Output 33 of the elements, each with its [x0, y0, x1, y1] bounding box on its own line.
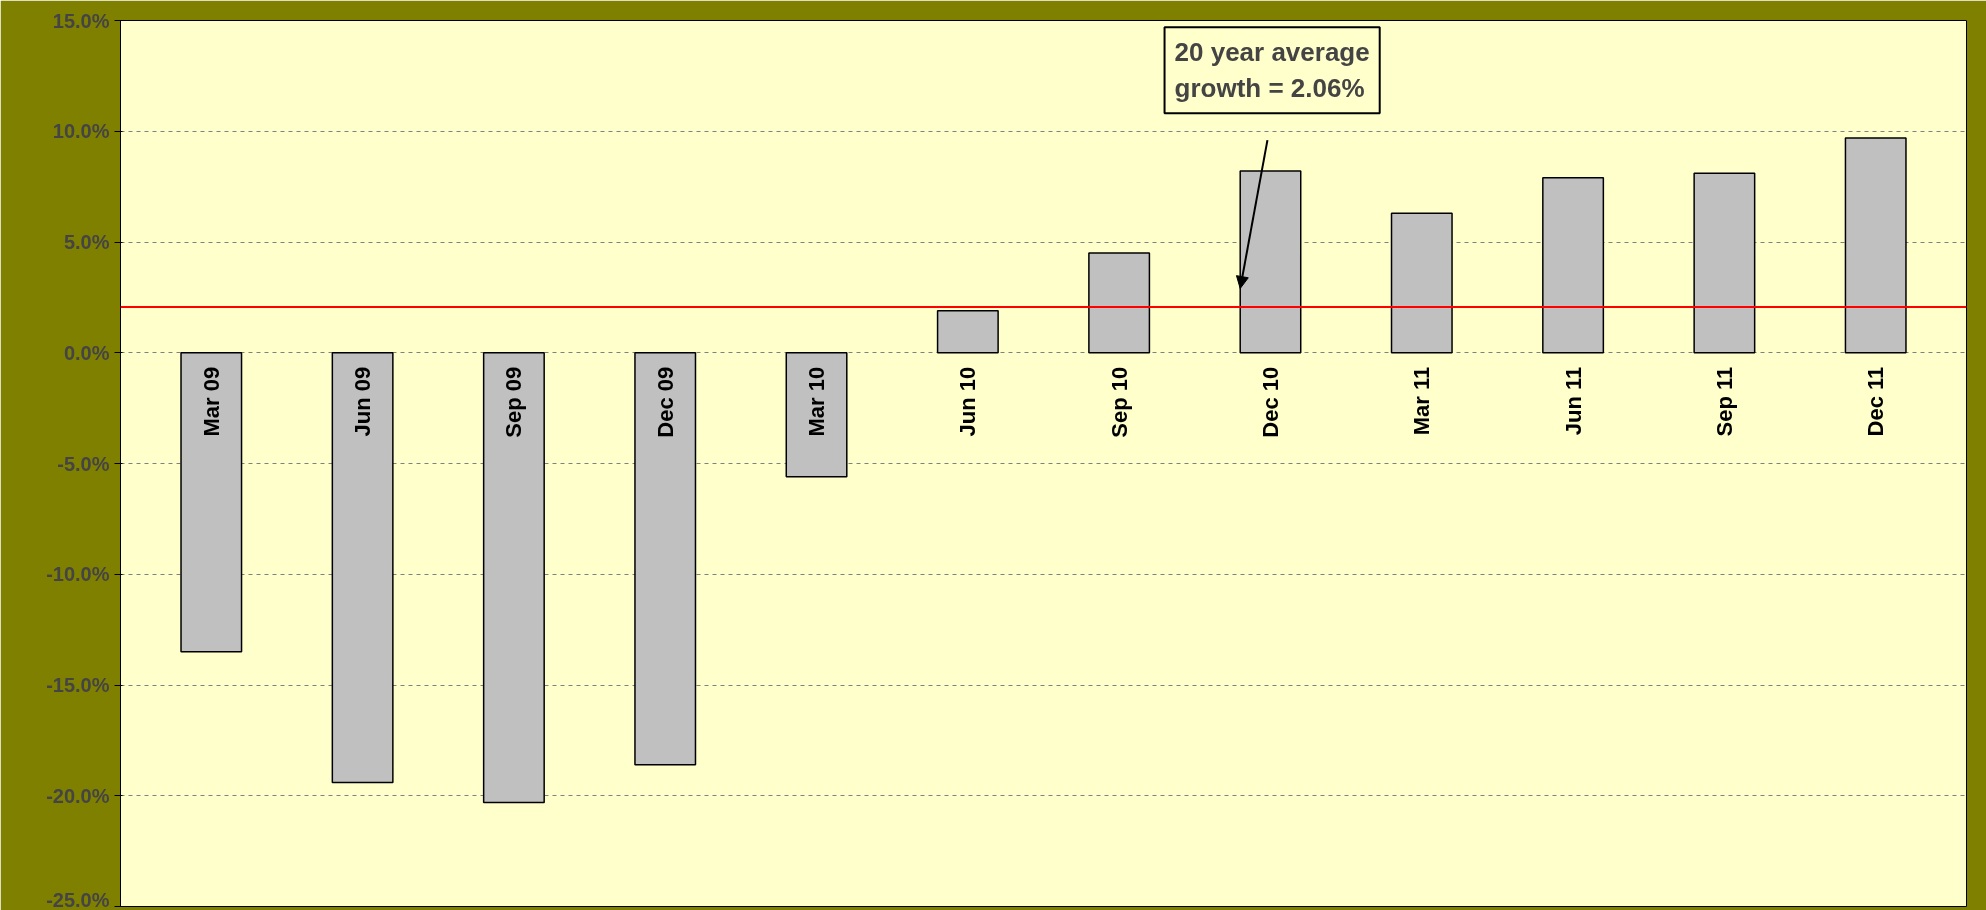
annotation: 20 year average growth = 2.06%	[1174, 37, 1370, 104]
y-tick-label: 15.0%	[52, 9, 110, 32]
bar	[1088, 252, 1151, 354]
x-tick-label: Jun 11	[1560, 366, 1586, 436]
y-tick-label: -10.0%	[46, 563, 110, 586]
x-tick-label: Dec 10	[1257, 366, 1283, 438]
x-tick-label: Sep 11	[1711, 366, 1737, 437]
x-tick-label: Dec 11	[1863, 366, 1889, 437]
y-tick-label: -25.0%	[46, 888, 110, 910]
x-tick-label: Jun 09	[350, 366, 376, 437]
bar	[1693, 172, 1756, 354]
x-tick-label: Sep 09	[501, 366, 527, 438]
bar	[482, 352, 545, 804]
bar	[936, 309, 999, 354]
y-tick-label: 5.0%	[63, 231, 110, 253]
y-tick-label: -15.0%	[46, 674, 110, 696]
bar	[785, 352, 848, 478]
bar	[331, 352, 394, 784]
x-tick-label: Dec 09	[652, 366, 678, 438]
y-tick-label: 0.0%	[63, 341, 110, 364]
bar	[1542, 177, 1605, 354]
y-tick-label: -20.0%	[46, 784, 110, 807]
x-tick-label: Mar 09	[198, 366, 224, 437]
bar	[634, 352, 697, 766]
bar	[180, 352, 243, 653]
x-tick-label: Sep 10	[1106, 366, 1132, 438]
x-tick-label: Mar 10	[804, 366, 830, 437]
bar	[1390, 212, 1453, 354]
x-tick-label: Mar 11	[1409, 366, 1435, 436]
y-tick-label: -5.0%	[57, 452, 110, 475]
x-tick-label: Jun 10	[955, 366, 981, 437]
bar	[1844, 137, 1907, 354]
y-tick-label: 10.0%	[52, 120, 110, 143]
